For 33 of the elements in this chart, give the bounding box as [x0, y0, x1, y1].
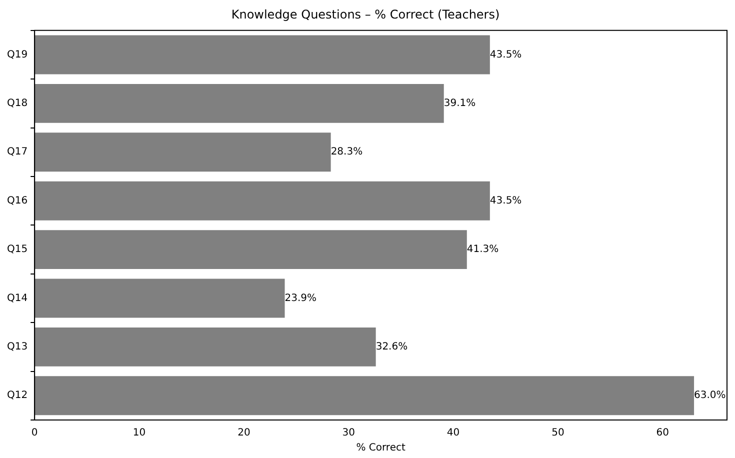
- x-tick-label: 50: [552, 428, 564, 439]
- bar: [34, 327, 376, 366]
- bar: [34, 230, 467, 270]
- x-tick-label: 30: [342, 428, 355, 439]
- y-tick-label: Q14: [6, 292, 28, 304]
- bar: [34, 35, 490, 74]
- bar: [34, 278, 285, 318]
- y-tick-label: Q12: [6, 390, 28, 402]
- data-label: 43.5%: [490, 195, 522, 206]
- x-tick-label: 0: [31, 428, 38, 439]
- data-label: 63.0%: [694, 390, 726, 402]
- bar: [34, 84, 444, 123]
- y-tick-label: Q18: [6, 98, 28, 110]
- y-tick-label: Q15: [6, 244, 28, 256]
- data-label: 43.5%: [490, 49, 522, 60]
- x-tick-label: 10: [132, 428, 146, 439]
- y-tick-label: Q13: [6, 342, 28, 353]
- data-label: 28.3%: [330, 146, 363, 158]
- bar: [34, 181, 490, 220]
- bar: [34, 132, 331, 172]
- y-tick-label: Q19: [6, 49, 28, 60]
- bar: [34, 376, 694, 416]
- chart-title: Knowledge Questions – % Correct (Teachers): [231, 7, 500, 22]
- y-tick-label: Q16: [6, 195, 28, 206]
- data-label: 39.1%: [444, 98, 476, 110]
- x-tick-label: 20: [238, 428, 250, 439]
- x-tick-label: 60: [656, 428, 669, 439]
- data-label: 32.6%: [376, 342, 408, 353]
- x-axis-title: % Correct: [356, 442, 406, 454]
- data-label: 23.9%: [284, 292, 317, 304]
- data-label: 41.3%: [466, 244, 499, 256]
- x-tick-label: 40: [446, 428, 460, 439]
- y-tick-label: Q17: [6, 146, 28, 158]
